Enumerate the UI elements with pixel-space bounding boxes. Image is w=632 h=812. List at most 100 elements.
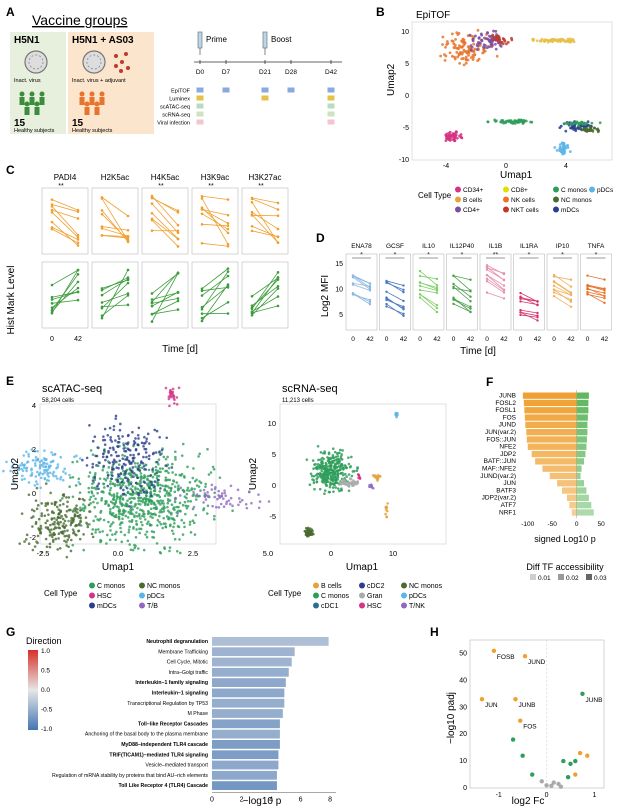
umap-point [102,464,106,468]
umap-point [158,450,161,453]
umap-point [169,388,172,392]
legend-swatch [401,602,407,609]
umap-point [316,472,320,476]
subject-point [418,293,422,296]
umap-point [572,122,575,125]
tf-bar-negative [527,443,577,450]
umap-point [119,486,122,490]
tf-bar-positive [576,472,581,480]
umap-point [129,487,132,491]
significance-stars: ** [158,183,164,190]
umap-point [108,492,112,496]
significance-stars: ** [208,183,214,190]
umap-point [159,470,162,474]
subject-point [502,272,506,275]
subject-point [435,277,439,281]
legend-label: C monos [97,583,126,590]
umap-point [51,540,55,543]
subject-point [76,290,80,294]
umap-point [170,503,174,507]
d-xtick: 0 [418,336,422,343]
pathway-bar [212,667,289,677]
umap-point [111,482,115,485]
umap-point [351,470,355,473]
umap-point [120,512,123,516]
subject-point [150,196,154,200]
subject-point [150,229,154,232]
umap-point [218,476,222,479]
legend-label: NC monos [147,583,181,590]
atac-xtick: 5.0 [263,549,273,558]
umap-point [104,502,107,506]
umap-point [106,433,110,437]
umap-point [154,513,157,517]
umap-point [482,43,486,47]
volcano-point [491,648,497,653]
significance-stars: ** [58,183,64,190]
subject-point [50,208,54,212]
umap-point [20,512,24,515]
umap-point [106,476,109,480]
umap-point [128,492,132,496]
umap-point [98,477,102,480]
colorbar-tick: -1.0 [41,726,53,733]
umap-point [91,535,95,539]
hist-mark-label: H3K27ac [249,173,282,182]
umap-point [82,503,85,506]
subject-point [552,288,556,291]
umap-point [127,483,131,487]
umap-point [37,517,41,521]
umap-point [49,491,52,495]
umap-point [34,475,38,478]
umap-point [75,533,78,537]
umap-point [155,460,159,464]
umap-point [482,45,485,49]
umap-point [318,487,322,491]
d-xtick: 0 [519,336,523,343]
umap-point [577,124,581,128]
gene-label: FOS [523,724,537,731]
umap-point [169,513,173,516]
umap-point [63,519,67,523]
tf-bar-positive [576,421,588,428]
vaccine-groups-title: Vaccine groups [32,12,127,28]
umap-point [564,129,568,133]
umap-point [134,486,137,489]
umap-point [132,456,136,460]
subject-point [100,197,104,200]
umap-point [462,63,466,67]
umap-point [129,482,133,486]
umap-point [115,530,118,534]
umap-point [174,450,177,454]
umap-point [101,468,105,472]
people-icon [79,91,105,115]
umap-point [192,467,195,470]
umap-point [137,496,140,500]
umap-point [198,480,201,483]
umap-point [23,477,26,481]
umap-point [190,488,194,491]
umap-point [171,462,174,466]
tf-bar-negative [524,414,577,421]
subject-point [603,291,606,295]
umap-point [117,434,120,438]
umap-point [332,482,336,485]
subject-line [587,287,605,297]
subject-line [251,296,279,312]
umap-point [53,453,57,456]
legend-label: HSC [97,593,112,600]
umap-point [155,471,159,475]
umap-point [166,501,170,505]
subject-line [251,305,279,314]
umap-point [315,480,319,484]
umap-point [491,38,495,42]
umap-point [69,549,73,553]
umap-point [139,527,143,531]
umap-point [354,483,358,486]
subject-point [226,213,230,217]
umap-point [46,508,49,512]
subject-point [100,234,104,237]
tf-bar-positive [576,480,584,487]
umap-point [146,497,150,501]
